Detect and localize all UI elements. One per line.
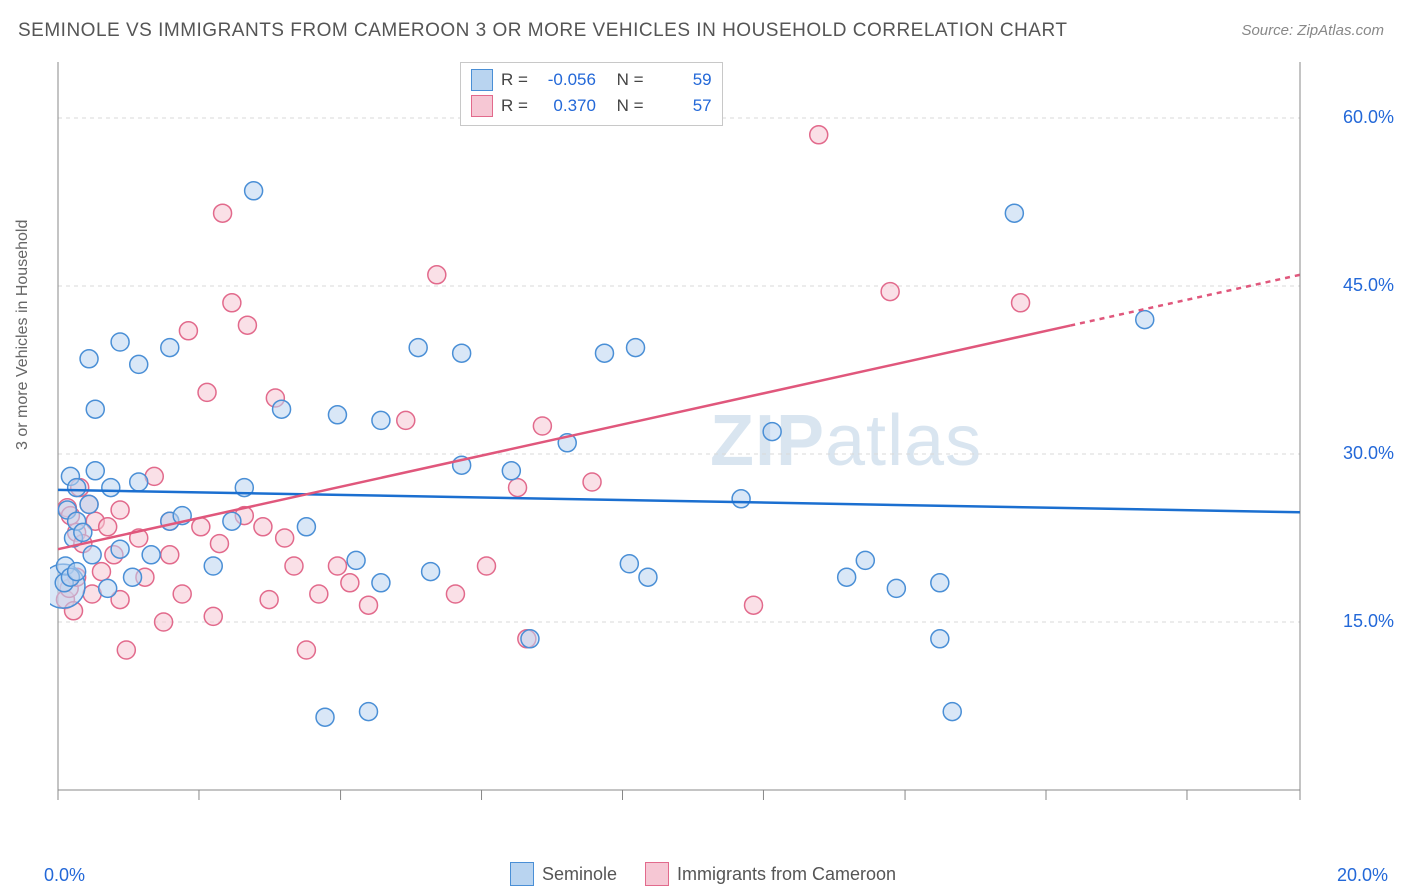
correlation-chart: SEMINOLE VS IMMIGRANTS FROM CAMEROON 3 O… xyxy=(0,0,1406,892)
stats-r-value-0: -0.056 xyxy=(536,67,596,93)
y-tick-label-0: 15.0% xyxy=(1343,611,1394,632)
y-tick-label-2: 45.0% xyxy=(1343,275,1394,296)
y-tick-label-3: 60.0% xyxy=(1343,107,1394,128)
legend-item-0: Seminole xyxy=(510,862,617,886)
stats-row-1: R = 0.370 N = 57 xyxy=(471,93,712,119)
x-axis-end-label: 20.0% xyxy=(1337,865,1388,886)
source-attribution: Source: ZipAtlas.com xyxy=(1241,22,1384,39)
stats-legend: R = -0.056 N = 59 R = 0.370 N = 57 xyxy=(460,62,723,126)
stats-n-value-1: 57 xyxy=(652,93,712,119)
plot-area xyxy=(50,60,1380,830)
legend-label-1: Immigrants from Cameroon xyxy=(677,864,896,885)
legend-swatch-0 xyxy=(510,862,534,886)
stats-swatch-0 xyxy=(471,69,493,91)
stats-swatch-1 xyxy=(471,95,493,117)
legend-item-1: Immigrants from Cameroon xyxy=(645,862,896,886)
stats-r-label: R = xyxy=(501,93,528,119)
x-axis-start-label: 0.0% xyxy=(44,865,85,886)
series-legend: Seminole Immigrants from Cameroon xyxy=(0,862,1406,886)
stats-n-label: N = xyxy=(617,67,644,93)
y-tick-label-1: 30.0% xyxy=(1343,443,1394,464)
stats-r-value-1: 0.370 xyxy=(536,93,596,119)
stats-r-label: R = xyxy=(501,67,528,93)
stats-n-value-0: 59 xyxy=(652,67,712,93)
stats-n-label: N = xyxy=(617,93,644,119)
chart-title: SEMINOLE VS IMMIGRANTS FROM CAMEROON 3 O… xyxy=(18,20,1067,42)
y-axis-label: 3 or more Vehicles in Household xyxy=(14,220,32,450)
stats-row-0: R = -0.056 N = 59 xyxy=(471,67,712,93)
legend-swatch-1 xyxy=(645,862,669,886)
legend-label-0: Seminole xyxy=(542,864,617,885)
